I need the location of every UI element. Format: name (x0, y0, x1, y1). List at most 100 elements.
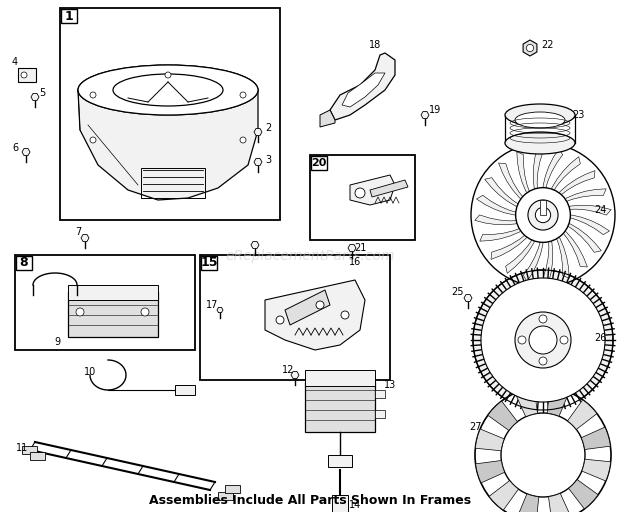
Text: 16: 16 (349, 257, 361, 267)
Polygon shape (330, 53, 395, 120)
Polygon shape (254, 159, 262, 165)
Polygon shape (285, 290, 330, 325)
Polygon shape (543, 148, 563, 191)
Bar (218, 492, 233, 500)
Polygon shape (491, 233, 528, 260)
Bar (332, 495, 348, 512)
Circle shape (539, 357, 547, 365)
Polygon shape (565, 224, 601, 252)
Polygon shape (320, 110, 335, 127)
Bar (311, 156, 327, 170)
Polygon shape (475, 215, 520, 225)
Circle shape (276, 316, 284, 324)
Polygon shape (543, 238, 553, 283)
Circle shape (526, 45, 534, 52)
Text: 23: 23 (572, 110, 584, 120)
Bar (22, 446, 37, 454)
Polygon shape (78, 90, 258, 200)
Circle shape (316, 301, 324, 309)
Circle shape (21, 72, 27, 78)
Ellipse shape (78, 65, 258, 115)
Polygon shape (582, 459, 611, 481)
Text: 9: 9 (54, 337, 60, 347)
Polygon shape (547, 388, 569, 416)
Polygon shape (477, 195, 520, 215)
Text: 12: 12 (282, 365, 294, 375)
Bar (68, 292, 158, 337)
Bar (15, 255, 195, 350)
Polygon shape (566, 205, 611, 215)
Polygon shape (421, 112, 429, 118)
Circle shape (141, 308, 149, 316)
Polygon shape (464, 294, 472, 302)
Text: 18: 18 (369, 40, 381, 50)
Bar (201, 256, 217, 270)
Polygon shape (251, 242, 259, 248)
Text: 15: 15 (200, 257, 218, 269)
Bar (141, 168, 205, 198)
Circle shape (518, 336, 526, 344)
Text: 1: 1 (64, 10, 73, 23)
Ellipse shape (505, 104, 575, 126)
Polygon shape (582, 427, 611, 450)
Bar (30, 452, 45, 460)
Polygon shape (489, 481, 518, 510)
Text: 22: 22 (542, 40, 554, 50)
Bar (16, 256, 32, 270)
Polygon shape (480, 227, 523, 241)
Bar (200, 255, 390, 380)
Bar (60, 8, 280, 220)
Circle shape (355, 188, 365, 198)
Circle shape (90, 137, 96, 143)
Polygon shape (549, 493, 571, 512)
Bar (68, 285, 158, 300)
Bar (305, 370, 375, 386)
Polygon shape (567, 400, 597, 430)
Bar (540, 200, 546, 215)
Text: 6: 6 (12, 143, 18, 153)
Bar (175, 385, 195, 395)
Polygon shape (556, 236, 569, 278)
Polygon shape (31, 94, 39, 100)
Circle shape (475, 387, 611, 512)
Ellipse shape (113, 74, 223, 106)
Polygon shape (291, 372, 299, 378)
Circle shape (90, 92, 96, 98)
Text: 11: 11 (16, 443, 28, 453)
Bar (61, 9, 77, 23)
Circle shape (539, 315, 547, 323)
Text: 5: 5 (39, 88, 45, 98)
Circle shape (481, 278, 605, 402)
Bar (225, 485, 240, 493)
Polygon shape (217, 307, 223, 313)
Polygon shape (561, 230, 587, 267)
Text: 10: 10 (84, 367, 96, 377)
Bar (18, 68, 36, 82)
Polygon shape (22, 148, 30, 156)
Text: eReplacementParts.com: eReplacementParts.com (225, 249, 395, 263)
Polygon shape (564, 189, 606, 203)
Text: 26: 26 (594, 333, 606, 343)
Polygon shape (515, 388, 538, 417)
Text: 2: 2 (265, 123, 271, 133)
Text: 27: 27 (469, 422, 481, 432)
Bar (328, 455, 352, 467)
Circle shape (76, 308, 84, 316)
Circle shape (240, 137, 246, 143)
Ellipse shape (78, 65, 258, 115)
Polygon shape (523, 239, 543, 282)
Polygon shape (476, 460, 505, 483)
Circle shape (516, 187, 570, 242)
Text: Assemblies Include All Parts Shown In Frames: Assemblies Include All Parts Shown In Fr… (149, 494, 471, 506)
Polygon shape (552, 157, 580, 193)
Text: 4: 4 (12, 57, 18, 67)
Polygon shape (488, 401, 518, 431)
Polygon shape (517, 494, 539, 512)
Circle shape (535, 207, 551, 223)
Polygon shape (370, 180, 408, 197)
Polygon shape (485, 178, 521, 206)
Text: 7: 7 (75, 227, 81, 237)
Polygon shape (342, 73, 385, 107)
Circle shape (473, 270, 613, 410)
Text: 14: 14 (349, 500, 361, 510)
